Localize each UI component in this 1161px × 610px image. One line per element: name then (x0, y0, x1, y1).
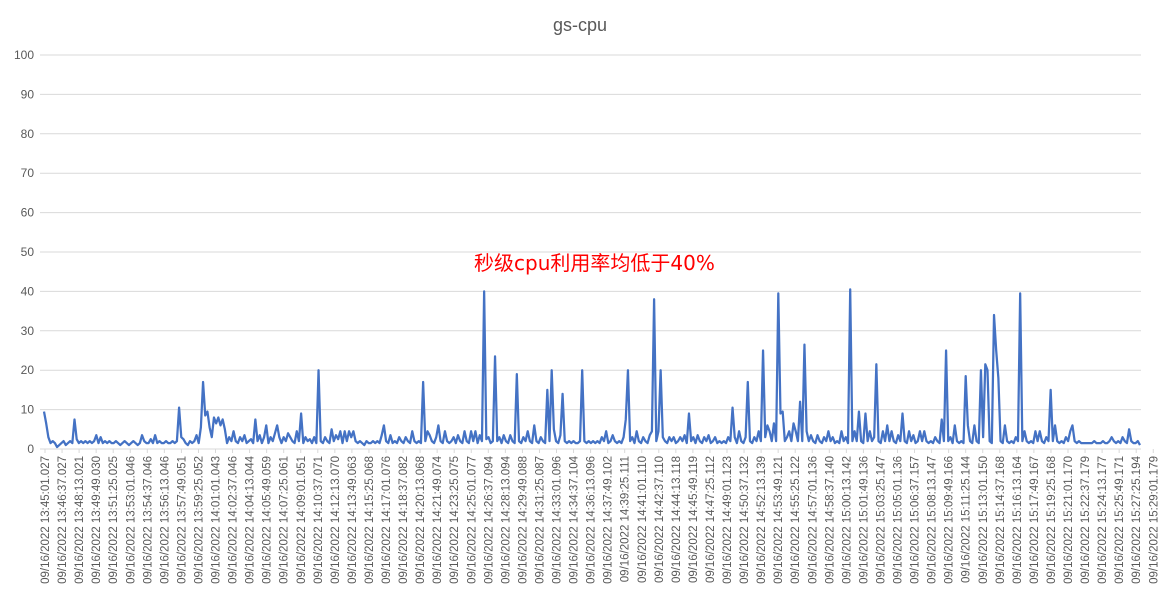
chart-annotation: 秒级cpu利用率均低于40% (474, 251, 715, 275)
x-tick-label: 09/16/2022 13:48:13.021 (74, 456, 86, 584)
x-tick-label: 09/16/2022 14:28:13.094 (500, 455, 512, 584)
x-tick-label: 09/16/2022 14:47:25.112 (705, 456, 717, 583)
gridlines (40, 54, 1141, 411)
series-cpu (42, 288, 1141, 449)
x-tick-label: 09/16/2022 15:01:49.136 (858, 456, 870, 584)
x-tick-label: 09/16/2022 13:57:49.051 (176, 456, 188, 584)
x-tick-label: 09/16/2022 15:05:01.136 (893, 456, 905, 584)
x-tick-label: 09/16/2022 15:00:13.142 (841, 456, 853, 584)
x-tick-label: 09/16/2022 14:17:01.076 (381, 456, 393, 584)
y-tick-label: 80 (21, 127, 35, 141)
x-tick-label: 09/16/2022 15:13:01.150 (978, 456, 990, 584)
x-tick-label: 09/16/2022 14:02:37.046 (228, 456, 240, 584)
y-tick-label: 70 (21, 166, 35, 180)
series-line-gs-cpu (42, 288, 1141, 449)
x-axis-ticks: 09/16/2022 13:45:01.027 09/16/2022 13:46:… (40, 449, 1160, 584)
x-tick-label: 09/16/2022 15:29:01.179 (1148, 456, 1160, 584)
x-tick-label: 09/16/2022 15:06:37.157 (910, 456, 922, 584)
y-axis-ticks: 0 10 20 30 40 50 60 70 80 90 100 (14, 48, 34, 456)
x-tick-label: 09/16/2022 15:24:13.177 (1097, 456, 1109, 584)
x-tick-label: 09/16/2022 14:29:49.088 (517, 456, 529, 584)
x-tick-label: 09/16/2022 14:26:37.094 (483, 455, 495, 584)
x-tick-label: 09/16/2022 14:05:49.059 (262, 456, 274, 584)
x-tick-label: 09/16/2022 14:15:25.068 (364, 456, 376, 584)
x-tick-label: 09/16/2022 14:23:25.075 (449, 456, 461, 584)
x-tick-label: 09/16/2022 14:12:13.070 (330, 456, 342, 584)
x-tick-label: 09/16/2022 14:55:25.122 (790, 456, 802, 584)
x-tick-label: 09/16/2022 14:33:01.096 (552, 456, 564, 584)
x-tick-label: 09/16/2022 15:19:25.168 (1046, 456, 1058, 584)
x-tick-label: 09/16/2022 15:25:49.171 (1114, 456, 1126, 584)
y-tick-label: 100 (14, 48, 34, 62)
x-tick-label: 09/16/2022 14:25:01.077 (466, 456, 478, 584)
x-tick-label: 09/16/2022 13:46:37.027 (57, 456, 69, 584)
x-tick-label: 09/16/2022 14:36:13.096 (586, 456, 598, 584)
x-tick-label: 09/16/2022 14:10:37.071 (313, 456, 325, 584)
x-tick-label: 09/16/2022 14:01:01.043 (211, 456, 223, 584)
x-tick-label: 09/16/2022 14:34:37.104 (569, 455, 581, 584)
x-tick-label: 09/16/2022 14:21:49.074 (432, 455, 444, 584)
x-tick-label: 09/16/2022 15:21:01.170 (1063, 456, 1075, 584)
x-tick-label: 09/16/2022 15:11:25.144 (961, 455, 973, 583)
x-tick-label: 09/16/2022 14:57:01.136 (807, 456, 819, 584)
x-tick-label: 09/16/2022 14:04:13.044 (245, 455, 257, 584)
y-tick-label: 0 (27, 442, 34, 456)
y-tick-label: 40 (21, 284, 35, 298)
x-tick-label: 09/16/2022 14:42:37.110 (654, 456, 666, 583)
x-tick-label: 09/16/2022 14:44:13.118 (671, 456, 683, 583)
x-tick-label: 09/16/2022 13:49:49.030 (91, 456, 103, 584)
x-tick-label: 09/16/2022 14:39:25.111 (620, 456, 632, 582)
x-tick-label: 09/16/2022 15:08:13.147 (927, 456, 939, 584)
x-tick-label: 09/16/2022 14:50:37.132 (739, 456, 751, 584)
x-tick-label: 09/16/2022 13:54:37.046 (142, 456, 154, 584)
x-tick-label: 09/16/2022 15:27:25.194 (1131, 455, 1143, 584)
x-tick-label: 09/16/2022 14:52:13.139 (756, 456, 768, 584)
x-tick-label: 09/16/2022 13:45:01.027 (40, 456, 52, 584)
y-tick-label: 90 (21, 87, 35, 101)
x-tick-label: 09/16/2022 14:49:01.123 (722, 456, 734, 584)
x-tick-label: 09/16/2022 14:58:37.140 (824, 456, 836, 584)
x-tick-label: 09/16/2022 14:41:01.110 (637, 456, 649, 583)
x-tick-label: 09/16/2022 14:20:13.068 (415, 456, 427, 584)
x-tick-label: 09/16/2022 14:07:25.061 (279, 456, 291, 584)
chart-title: gs-cpu (553, 15, 607, 35)
x-tick-label: 09/16/2022 14:53:49.121 (773, 456, 785, 584)
x-tick-label: 09/16/2022 15:09:49.166 (944, 456, 956, 584)
x-tick-label: 09/16/2022 15:22:37.179 (1080, 456, 1092, 584)
x-tick-label: 09/16/2022 13:53:01.046 (125, 456, 137, 584)
y-tick-label: 20 (21, 363, 35, 377)
x-tick-label: 09/16/2022 14:13:49.063 (347, 456, 359, 584)
x-tick-label: 09/16/2022 15:16:13.164 (1012, 455, 1024, 584)
y-tick-label: 10 (21, 403, 35, 417)
x-tick-label: 09/16/2022 13:56:13.046 (159, 456, 171, 584)
x-tick-label: 09/16/2022 15:17:49.167 (1029, 456, 1041, 584)
x-tick-label: 09/16/2022 14:31:25.087 (534, 456, 546, 584)
x-tick-label: 09/16/2022 14:18:37.082 (398, 456, 410, 584)
x-tick-label: 09/16/2022 15:03:25.147 (875, 456, 887, 584)
x-tick-label: 09/16/2022 14:09:01.051 (296, 456, 308, 584)
x-tick-label: 09/16/2022 15:14:37.168 (995, 456, 1007, 584)
x-tick-label: 09/16/2022 14:45:49.119 (688, 456, 700, 583)
x-tick-label: 09/16/2022 13:59:25.052 (193, 456, 205, 584)
y-tick-label: 60 (21, 206, 35, 220)
y-tick-label: 50 (21, 245, 35, 259)
x-tick-label: 09/16/2022 13:51:25.025 (108, 456, 120, 584)
x-tick-label: 09/16/2022 14:37:49.102 (603, 456, 615, 584)
y-tick-label: 30 (21, 324, 35, 338)
